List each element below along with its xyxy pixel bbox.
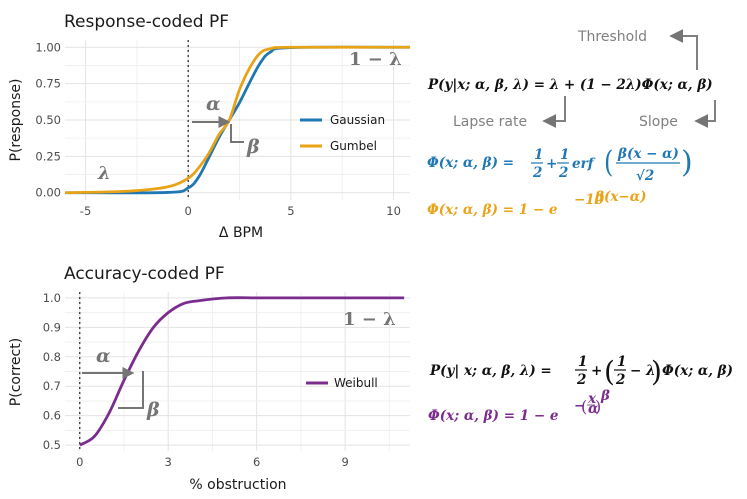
series-line-weibull: [79, 296, 405, 447]
gumbel-exp-sup: β(x−α): [594, 189, 647, 205]
chart2-title: Accuracy-coded PF: [64, 264, 225, 284]
chart2-grid: [65, 292, 410, 451]
bottom-equations: P(y| x; α, β, λ) = 1 2 + ( 1 2 − λ ) Φ(x…: [428, 354, 733, 424]
y-tick-label: 0.50: [35, 113, 61, 127]
legend-label-gumbel: Gumbel: [330, 139, 377, 153]
chart1-legend: Gaussian Gumbel: [300, 113, 385, 153]
gaussian-right-paren: ): [681, 145, 693, 180]
slope-label: Slope: [639, 114, 678, 130]
y-tick-label: 1.00: [35, 40, 61, 54]
y-tick-label: 0.6: [43, 409, 61, 423]
gaussian-erf: erf: [572, 156, 596, 172]
weibull-exp-minus: −: [574, 398, 585, 414]
y-tick-label: 0.7: [43, 379, 61, 393]
chart2-one-minus-lambda: 1 − λ: [343, 309, 396, 330]
chart2-ticks: 0 3 6 9 0.5 0.6 0.7 0.8 0.9 1.0: [43, 291, 349, 469]
y-tick-label: 0.00: [35, 186, 61, 200]
weibull-lhs: Φ(x; α, β) = 1 − e: [428, 408, 559, 424]
bottom-main-lhs: P(y| x; α, β, λ) =: [429, 363, 552, 379]
weibull-exp-lparen: (: [581, 397, 587, 416]
threshold-arrow: [669, 29, 698, 70]
gaussian-frac-num: β(x − α): [617, 146, 679, 162]
chart2-ylabel: P(correct): [8, 338, 24, 406]
chart2-beta-bracket: [118, 371, 144, 409]
y-tick-label: 0.8: [43, 350, 61, 364]
bottom-frac-num-1: 1: [578, 354, 587, 370]
chart2-alpha-label: α: [96, 345, 111, 367]
chart2-legend: Weibull: [306, 376, 378, 390]
gaussian-half-den-2: 2: [558, 165, 568, 181]
weibull-exp-den: α: [588, 401, 599, 417]
chart1-ticks: -5 0 5 10 0.00 0.25 0.50 0.75 1.00: [35, 40, 401, 218]
bottom-left-paren: (: [604, 355, 615, 388]
y-tick-label: 0.75: [35, 77, 61, 91]
chart1-title: Response-coded PF: [64, 12, 229, 32]
gaussian-half-num: 1: [534, 147, 543, 163]
chart2-xlabel: % obstruction: [189, 477, 286, 493]
x-tick-label: 3: [165, 455, 172, 469]
legend-label-gaussian: Gaussian: [330, 113, 385, 127]
response-coded-chart: Response-coded PF -5 0 5 10 0.00 0.25 0.50 0.75…: [8, 12, 411, 241]
gaussian-half-num-2: 1: [560, 147, 569, 163]
weibull-exp-num: x: [587, 391, 597, 407]
weibull-exp-pow: β: [600, 388, 610, 404]
bottom-frac-den-2: 2: [615, 372, 625, 388]
weibull-exp-rparen: ): [595, 397, 601, 416]
gaussian-frac-den: √2: [636, 168, 654, 184]
chart1-beta-bracket: [230, 124, 244, 143]
gaussian-half-den: 2: [532, 165, 542, 181]
chart1-ylabel: P(response): [8, 79, 24, 162]
y-tick-label: 0.25: [35, 149, 61, 163]
chart1-beta-label: β: [246, 136, 260, 158]
x-tick-label: -5: [80, 204, 91, 218]
legend-label-weibull: Weibull: [334, 376, 378, 390]
bottom-right-paren: ): [651, 355, 662, 388]
top-main-equation: P(y|x; α, β, λ) = λ + (1 − 2λ)Φ(x; α, β): [427, 77, 713, 93]
chart1-grid: [65, 40, 410, 200]
lapse-rate-label: Lapse rate: [453, 114, 527, 130]
y-tick-label: 0.9: [43, 320, 61, 334]
y-tick-label: 0.5: [43, 438, 61, 452]
gumbel-equation: Φ(x; α, β) = 1 − e −10 β(x−α): [427, 189, 647, 218]
bottom-frac-num-2: 1: [617, 354, 626, 370]
chart1-one-minus-lambda: 1 − λ: [349, 49, 402, 70]
x-tick-label: 0: [185, 204, 192, 218]
x-tick-label: 6: [253, 455, 260, 469]
bottom-frac-den-1: 2: [576, 372, 586, 388]
gaussian-left-paren: (: [604, 145, 613, 179]
gaussian-lhs: Φ(x; α, β) =: [427, 155, 514, 171]
accuracy-coded-chart: Accuracy-coded PF 0 3 6 9 0.5 0.6 0.7 0.8 0.9 1.0…: [8, 264, 410, 493]
x-tick-label: 0: [76, 455, 83, 469]
chart1-lambda-label: λ: [97, 163, 111, 184]
chart1-xlabel: Δ BPM: [219, 225, 263, 241]
threshold-label: Threshold: [577, 29, 647, 45]
x-tick-label: 9: [341, 455, 348, 469]
x-tick-label: 10: [386, 204, 401, 218]
slope-arrow: [694, 100, 716, 128]
x-tick-label: 5: [287, 204, 294, 218]
gaussian-equation: Φ(x; α, β) = 1 2 + 1 2 erf ( β(x − α) √2…: [427, 145, 693, 184]
gaussian-plus: +: [546, 156, 557, 172]
chart1-alpha-label: α: [206, 93, 221, 115]
bottom-main-rhs: Φ(x; α, β): [662, 363, 733, 379]
chart2-beta-label: β: [146, 399, 160, 421]
top-equations: Threshold P(y|x; α, β, λ) = λ + (1 − 2λ)…: [427, 29, 716, 218]
lapse-arrow: [542, 96, 566, 128]
gumbel-lhs: Φ(x; α, β) = 1 − e: [427, 202, 558, 218]
chart2-series: [79, 296, 405, 447]
bottom-lambda-term: − λ: [630, 363, 655, 379]
bottom-plus: +: [591, 363, 602, 379]
gumbel-exp: −10: [574, 192, 605, 208]
y-tick-label: 1.0: [43, 291, 61, 305]
